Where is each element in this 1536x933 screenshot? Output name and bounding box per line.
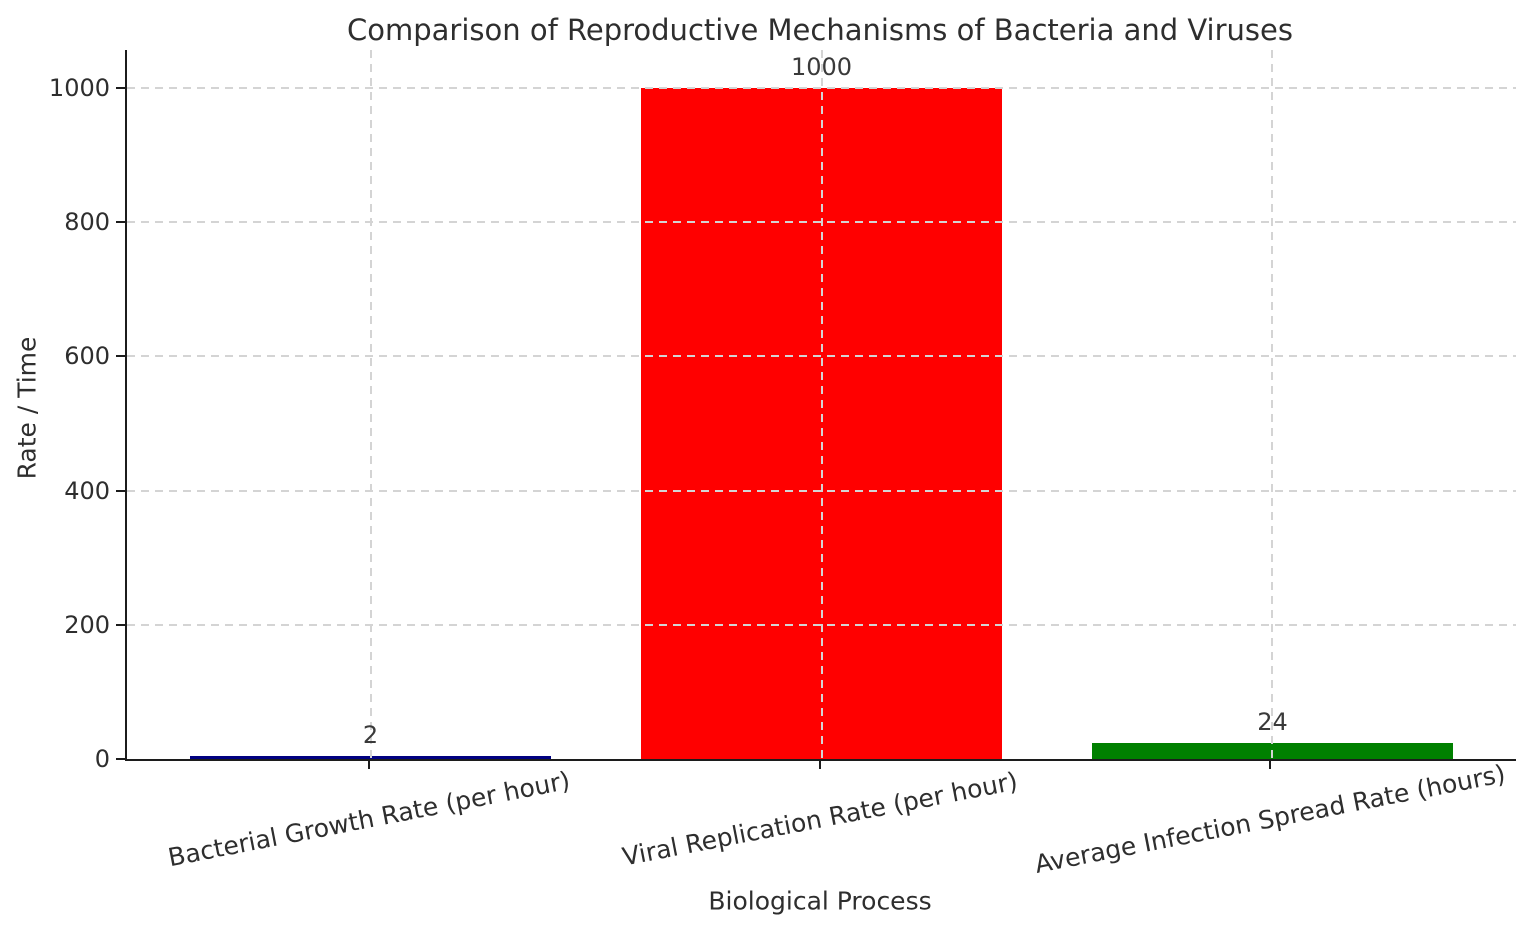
x-tick-label-average-infection-spread-rate-hours: Average Infection Spread Rate (hours) [1032,759,1509,879]
bar-value-label: 1000 [790,53,853,82]
gridline-x-1 [820,50,823,759]
y-tick-mark [116,87,125,89]
y-tick-mark [116,758,125,760]
y-tick-mark [116,623,125,626]
y-tick-mark [116,489,125,492]
bar-value-label: 2 [362,721,379,750]
gridline-x-0 [369,50,372,759]
y-tick-label: 800 [64,208,110,237]
x-tick-mark [367,760,370,769]
gridline-x-2 [1271,50,1274,759]
x-axis-label: Biological Process [708,886,932,916]
x-tick-mark [1269,760,1272,769]
y-tick-label: 0 [94,745,110,773]
bar-value-label: 24 [1257,708,1288,737]
x-tick-label-viral-replication-rate-per-hour: Viral Replication Rate (per hour) [619,766,1020,872]
plot-area: 2 1000 24 [125,50,1516,761]
y-tick-label: 600 [64,342,110,371]
x-tick-label-bacterial-growth-rate-per-hour: Bacterial Growth Rate (per hour) [165,765,572,873]
x-tick-mark [818,760,821,769]
y-tick-mark [116,355,125,358]
chart-title: Comparison of Reproductive Mechanisms of… [347,13,1293,47]
y-tick-label: 400 [64,476,110,505]
y-tick-mark [116,221,125,224]
y-tick-label: 200 [64,610,110,639]
y-tick-label: 1000 [48,74,110,102]
